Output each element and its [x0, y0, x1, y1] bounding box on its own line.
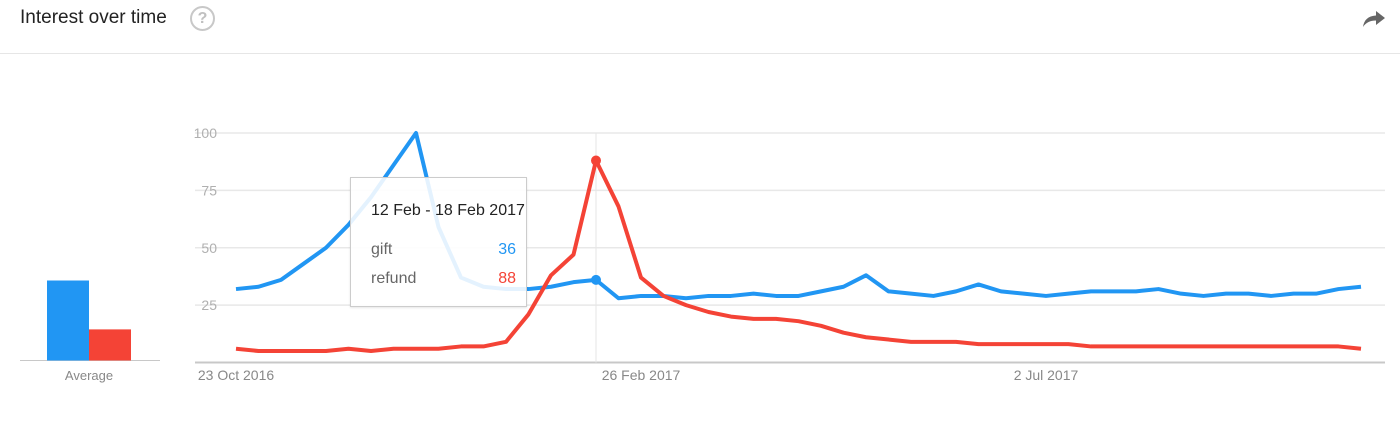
tooltip-row-refund: refund 88: [371, 270, 516, 288]
x-tick-label: 2 Jul 2017: [1014, 367, 1079, 383]
tooltip-series-name: refund: [371, 270, 417, 287]
average-bar-refund: [89, 329, 131, 361]
share-icon[interactable]: [1362, 9, 1386, 29]
tooltip: 12 Feb - 18 Feb 2017 gift 36 refund 88: [350, 177, 527, 307]
series-line-refund: [235, 158, 1362, 354]
tooltip-series-value: 88: [498, 270, 516, 287]
average-label: Average: [65, 368, 113, 383]
data-point-gift: [591, 274, 601, 285]
header: Interest over time ?: [0, 0, 1400, 54]
tooltip-series-name: gift: [371, 241, 393, 258]
help-icon[interactable]: ?: [190, 6, 215, 31]
x-tick-label: 26 Feb 2017: [602, 367, 681, 383]
y-tick-label: 75: [201, 182, 217, 198]
average-bar-gift: [47, 280, 89, 361]
tooltip-row-gift: gift 36: [371, 241, 516, 259]
y-tick-label: 25: [201, 297, 217, 313]
x-tick-label: 23 Oct 2016: [198, 367, 274, 383]
tooltip-series-value: 36: [498, 241, 516, 258]
series-line-gift: [235, 131, 1362, 301]
y-tick-label: 100: [194, 125, 218, 141]
tooltip-date: 12 Feb - 18 Feb 2017: [371, 202, 525, 219]
data-point-refund: [591, 155, 601, 166]
y-tick-label: 50: [201, 240, 217, 256]
page-title: Interest over time: [20, 7, 167, 28]
